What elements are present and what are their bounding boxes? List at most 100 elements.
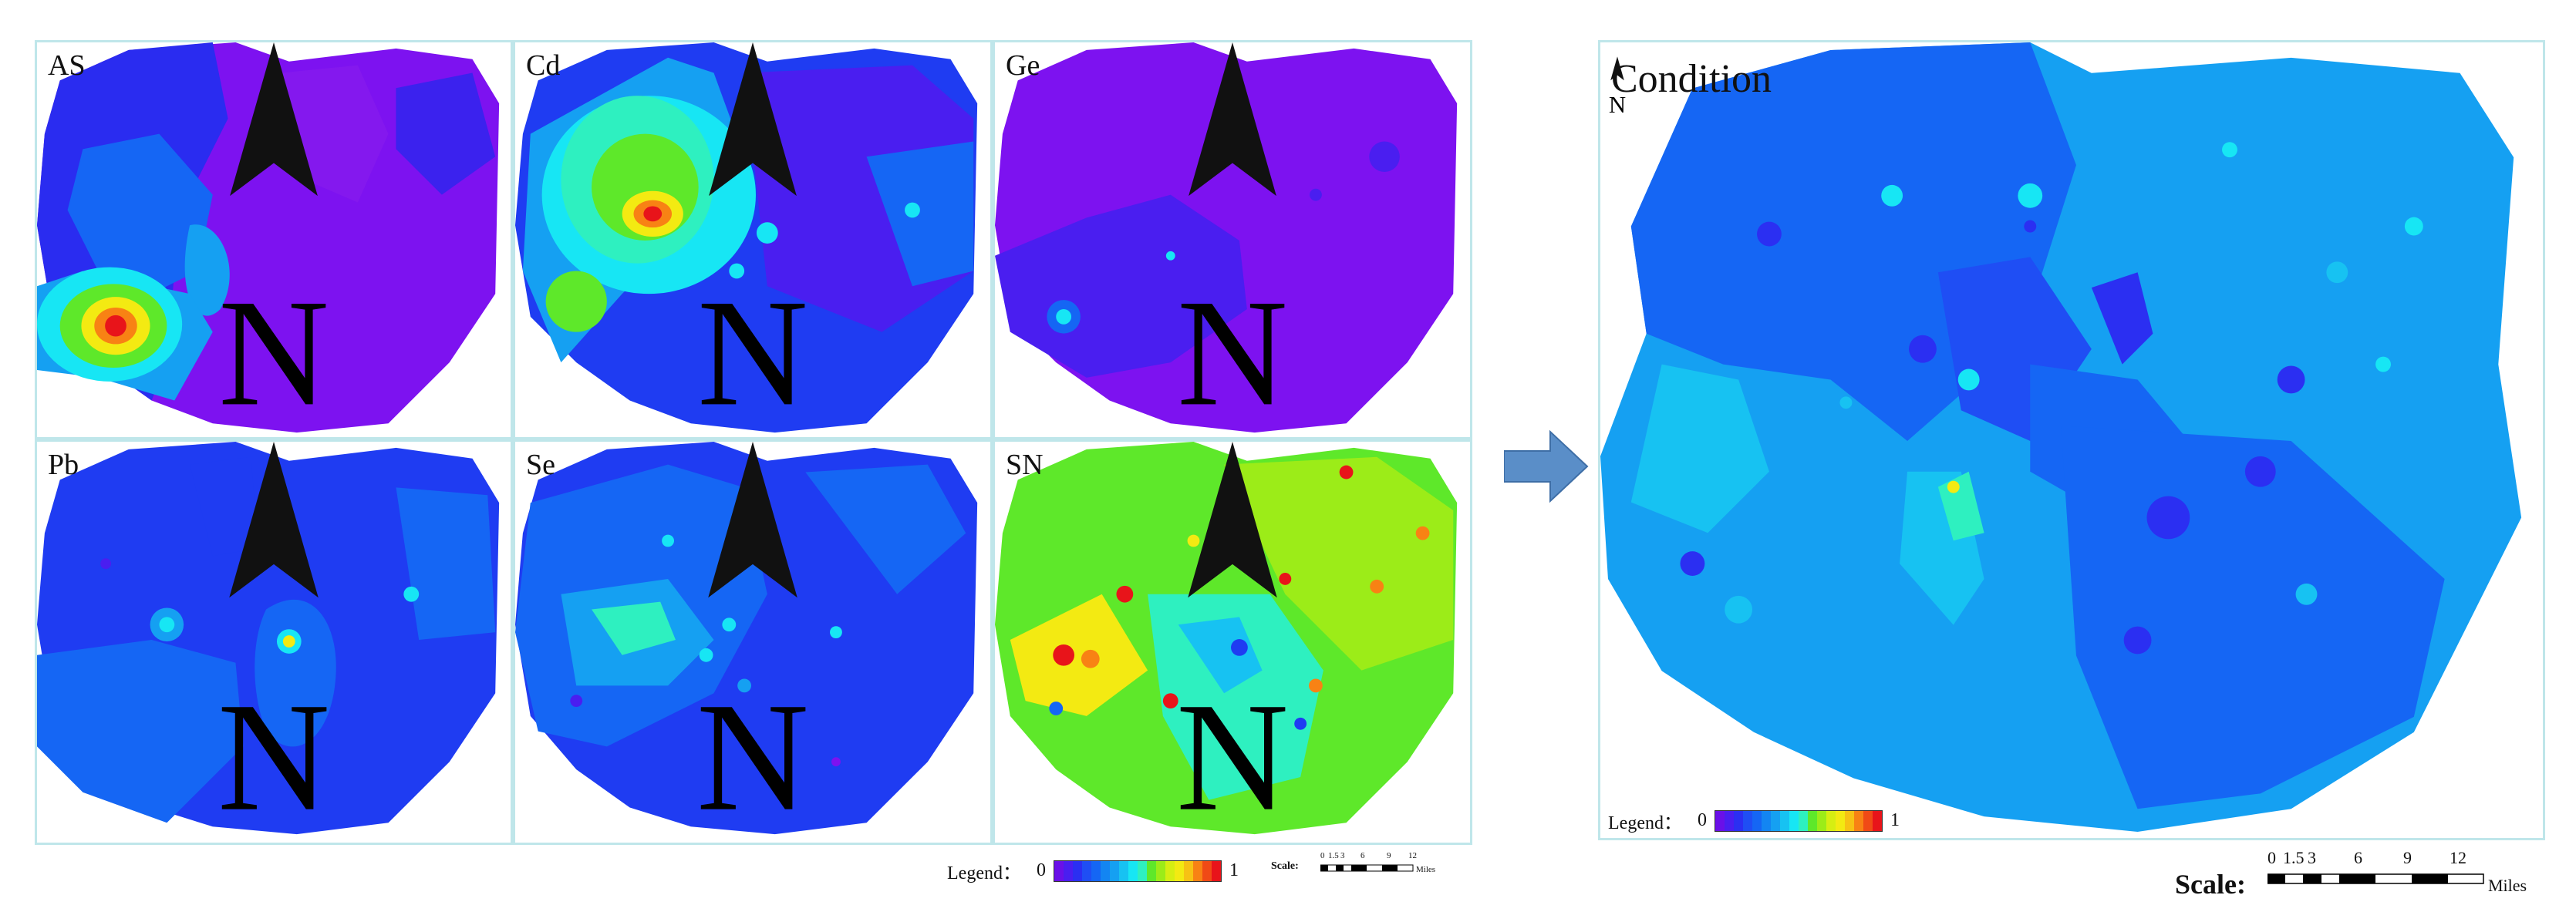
north-arrow-icon: N bbox=[218, 42, 329, 437]
scale-tick: 3 bbox=[2308, 848, 2316, 867]
map-condition bbox=[1600, 42, 2522, 833]
legend-swatch bbox=[1853, 810, 1863, 831]
scale-tick: 0 bbox=[1320, 851, 1325, 860]
svg-text:N: N bbox=[217, 671, 330, 843]
scale-tick: 0 bbox=[2267, 848, 2276, 867]
scale-label: Scale: bbox=[2175, 869, 2246, 900]
map-ge bbox=[995, 42, 1458, 433]
panel-title: Ge bbox=[1006, 49, 1040, 82]
legend-swatch bbox=[1174, 860, 1184, 881]
panel-title: Condition bbox=[1611, 57, 1772, 101]
legend-swatch bbox=[1100, 860, 1110, 881]
legend-swatch bbox=[1091, 860, 1101, 881]
north-arrow-icon: N bbox=[217, 442, 330, 843]
scale-unit: Miles bbox=[1416, 865, 1436, 874]
scale-tick: 9 bbox=[2403, 848, 2412, 867]
legend-swatch bbox=[1109, 860, 1119, 881]
map-panel-condition: Condition N Legend： 0 1 bbox=[1598, 40, 2545, 840]
small-legend: Legend： 0 1 bbox=[947, 857, 1246, 884]
legend-swatch bbox=[1192, 860, 1202, 881]
legend-swatch bbox=[1724, 810, 1734, 831]
scale-label: Scale: bbox=[1271, 860, 1299, 872]
map-panel-sn: SN N bbox=[993, 439, 1472, 845]
legend-swatch bbox=[1211, 860, 1221, 881]
small-scale-bar: Scale: 0 1.5 3 6 9 12 Miles bbox=[1271, 851, 1472, 879]
svg-text:N: N bbox=[218, 268, 329, 437]
legend-swatch bbox=[1844, 810, 1854, 831]
legend-swatch bbox=[1733, 810, 1743, 831]
legend-swatch bbox=[1816, 810, 1826, 831]
legend-swatch bbox=[1863, 810, 1873, 831]
legend-swatch bbox=[1063, 860, 1073, 881]
svg-text:N: N bbox=[1609, 92, 1626, 118]
north-arrow-icon: N bbox=[697, 42, 808, 437]
legend-swatch bbox=[1072, 860, 1082, 881]
legend-label: Legend： bbox=[1608, 813, 1682, 833]
north-arrow-icon: N bbox=[1609, 56, 1626, 118]
map-panel-pb: Pb N bbox=[35, 439, 513, 845]
panel-title: Se bbox=[526, 449, 555, 481]
north-arrow-icon: N bbox=[696, 442, 809, 843]
legend-swatch bbox=[1742, 810, 1752, 831]
scale-tick: 12 bbox=[2450, 848, 2466, 867]
scale-tick: 6 bbox=[2354, 848, 2362, 867]
panel-title: Pb bbox=[48, 449, 79, 481]
map-pb bbox=[37, 442, 500, 835]
scale-tick: 6 bbox=[1360, 851, 1365, 860]
legend-swatch bbox=[1807, 810, 1817, 831]
north-arrow-icon: N bbox=[1177, 42, 1288, 437]
map-panel-as: AS N bbox=[35, 40, 513, 439]
scale-unit: Miles bbox=[2488, 876, 2527, 895]
legend-swatch bbox=[1054, 860, 1064, 881]
scale-tick: 1.5 bbox=[1328, 851, 1339, 860]
big-legend: Legend： 0 1 bbox=[1608, 807, 1907, 834]
legend-swatch bbox=[1146, 860, 1156, 881]
legend-swatch bbox=[1137, 860, 1147, 881]
scale-tick: 1.5 bbox=[2283, 848, 2305, 867]
svg-text:N: N bbox=[1176, 671, 1289, 843]
legend-swatch bbox=[1826, 810, 1836, 831]
legend-swatch bbox=[1779, 810, 1789, 831]
legend-swatch bbox=[1202, 860, 1212, 881]
legend-min: 0 bbox=[1036, 860, 1046, 880]
legend-swatch bbox=[1081, 860, 1091, 881]
scale-tick: 9 bbox=[1387, 851, 1391, 860]
map-se bbox=[515, 442, 978, 835]
legend-swatch bbox=[1165, 860, 1175, 881]
map-panel-cd: Cd N bbox=[513, 40, 993, 439]
legend-swatch bbox=[1183, 860, 1193, 881]
big-scale-bar: Scale: 0 1.5 3 6 9 12 Miles bbox=[2175, 848, 2545, 910]
legend-min: 0 bbox=[1697, 810, 1707, 830]
legend-swatch bbox=[1789, 810, 1799, 831]
scale-bar-graphic bbox=[1320, 864, 1414, 872]
scale-bar-graphic bbox=[2267, 873, 2484, 884]
panel-title: Cd bbox=[526, 49, 561, 82]
panel-title: SN bbox=[1006, 449, 1044, 481]
svg-text:N: N bbox=[697, 268, 808, 437]
legend-max: 1 bbox=[1890, 810, 1900, 830]
svg-text:N: N bbox=[696, 671, 809, 843]
svg-text:N: N bbox=[1177, 268, 1288, 437]
map-panel-ge: Ge N bbox=[993, 40, 1472, 439]
legend-swatch bbox=[1155, 860, 1165, 881]
legend-swatch bbox=[1752, 810, 1762, 831]
map-sn bbox=[995, 442, 1458, 835]
scale-tick: 3 bbox=[1340, 851, 1345, 860]
map-panel-se: Se N bbox=[513, 439, 993, 845]
legend-swatch bbox=[1761, 810, 1771, 831]
legend-swatch bbox=[1770, 810, 1780, 831]
legend-swatch bbox=[1715, 810, 1725, 831]
legend-colorbar bbox=[1053, 860, 1222, 882]
legend-label: Legend： bbox=[947, 863, 1021, 883]
legend-swatch bbox=[1128, 860, 1138, 881]
legend-swatch bbox=[1872, 810, 1882, 831]
panel-title: AS bbox=[48, 49, 86, 82]
legend-swatch bbox=[1798, 810, 1808, 831]
legend-max: 1 bbox=[1229, 860, 1239, 880]
right-arrow-icon bbox=[1504, 429, 1589, 503]
north-arrow-icon: N bbox=[1176, 442, 1289, 843]
scale-tick: 12 bbox=[1408, 851, 1417, 860]
legend-colorbar bbox=[1714, 809, 1883, 832]
legend-swatch bbox=[1835, 810, 1845, 831]
legend-swatch bbox=[1118, 860, 1128, 881]
